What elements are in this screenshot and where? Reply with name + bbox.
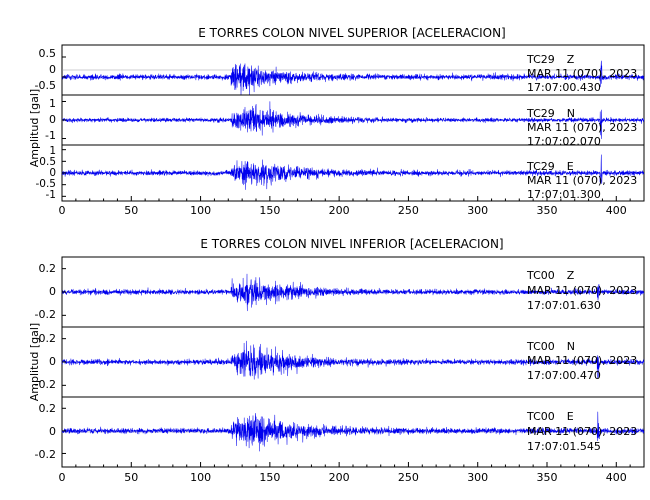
tick-label-y: 0 [49,167,56,179]
tick-label-y: 0.2 [39,402,57,415]
trace-time-label: 17:07:00.430 [527,81,601,94]
tick-label-y: 0.2 [39,332,57,345]
tick-label-y: 0.5 [39,47,57,60]
trace-date-label: MAR 11 (070), 2023 [527,425,637,438]
trace-time-label: 17:07:00.470 [527,369,601,382]
tick-label-y: -0.2 [35,378,56,391]
lower-panel-n: 0.2 0 -0.2 TC00 N MAR 11 (070), 2023 17:0… [35,326,645,398]
trace-date-label: MAR 11 (070), 2023 [527,121,637,134]
trace-station-label: TC00 N [526,340,575,353]
tick-label-x: 150 [259,471,280,484]
tick-label-y: -0.5 [35,79,56,92]
tick-label-x: 350 [537,471,558,484]
lower-panel-e: 0.2 0 -0.2 TC00 E MAR 11 (070), 2023 17:0… [35,396,645,468]
waveform-trace [61,101,645,140]
tick-label-x: 150 [259,204,280,217]
tick-label-y: -1 [46,189,56,201]
tick-label-x: 400 [606,471,627,484]
trace-station-label: TC29 Z [526,53,575,66]
tick-label-x: 200 [329,471,350,484]
waveform-trace [61,154,645,190]
tick-label-y: 0 [49,63,56,76]
trace-date-label: MAR 11 (070), 2023 [527,284,637,297]
tick-label-x: 300 [467,204,488,217]
trace-date-label: MAR 11 (070), 2023 [527,67,637,80]
trace-time-label: 17:07:01.300 [527,188,601,201]
tick-label-x: 50 [124,471,138,484]
trace-time-label: 17:07:02.070 [527,135,601,148]
tick-label-x: 200 [329,204,350,217]
trace-date-label: MAR 11 (070), 2023 [527,354,637,367]
tick-label-y: 0.5 [39,156,56,168]
tick-label-x: 400 [606,204,627,217]
tick-label-x: 250 [398,204,419,217]
trace-date-label: MAR 11 (070), 2023 [527,174,637,187]
x-tick-marks [61,462,645,467]
tick-label-y: -1 [45,129,56,142]
tick-label-y: 0 [49,113,56,126]
tick-label-x: 0 [59,471,66,484]
lower-y-axis-label: Amplitud [gal] [28,323,41,401]
lower-figure-title: E TORRES COLON NIVEL INFERIOR [ACELERACI… [200,237,503,251]
waveform-trace [61,60,645,96]
tick-label-x: 100 [190,471,211,484]
upper-panel-n: 1 0 -1 TC29 N MAR 11 (070), 2023 17:07:02… [45,94,645,148]
upper-panel-e: 1 0.5 0 -0.5 -1 TC29 E MAR 11 (070), 2023… [36,144,645,202]
tick-label-x: 250 [398,471,419,484]
tick-label-y: 0 [49,425,56,438]
lower-x-axis: 0 50 100 150 200 250 300 350 400 [59,462,645,484]
lower-panel-z: 0.2 0 -0.2 TC00 Z MAR 11 (070), 2023 17:0… [35,256,645,328]
upper-panel-z: 0.5 0 -0.5 TC29 Z MAR 11 (070), 2023 17:0… [35,44,645,96]
x-tick-marks [61,196,645,201]
waveform-trace [61,273,645,312]
tick-label-y: 0.2 [39,262,57,275]
waveform-trace [61,411,645,452]
upper-figure-title: E TORRES COLON NIVEL SUPERIOR [ACELERACI… [198,26,505,40]
upper-x-axis: 0 50 100 150 200 250 300 350 400 [59,196,645,217]
waveform-trace [61,340,645,380]
trace-time-label: 17:07:01.545 [527,440,601,453]
tick-label-x: 350 [537,204,558,217]
tick-label-y: 1 [49,97,56,110]
trace-station-label: TC29 N [526,107,575,120]
trace-station-label: TC00 Z [526,269,575,282]
tick-label-y: -0.5 [36,178,57,190]
tick-label-x: 0 [59,204,66,217]
tick-label-x: 100 [190,204,211,217]
tick-label-y: -0.2 [35,308,56,321]
trace-time-label: 17:07:01.630 [527,299,601,312]
tick-label-x: 50 [124,204,138,217]
upper-y-axis-label: Amplitud [gal] [28,89,41,167]
tick-label-x: 300 [467,471,488,484]
trace-station-label: TC29 E [526,160,574,173]
trace-station-label: TC00 E [526,410,574,423]
tick-label-y: -0.2 [35,448,56,461]
tick-label-y: 1 [49,145,56,157]
tick-label-y: 0 [49,285,56,298]
tick-label-y: 0 [49,355,56,368]
